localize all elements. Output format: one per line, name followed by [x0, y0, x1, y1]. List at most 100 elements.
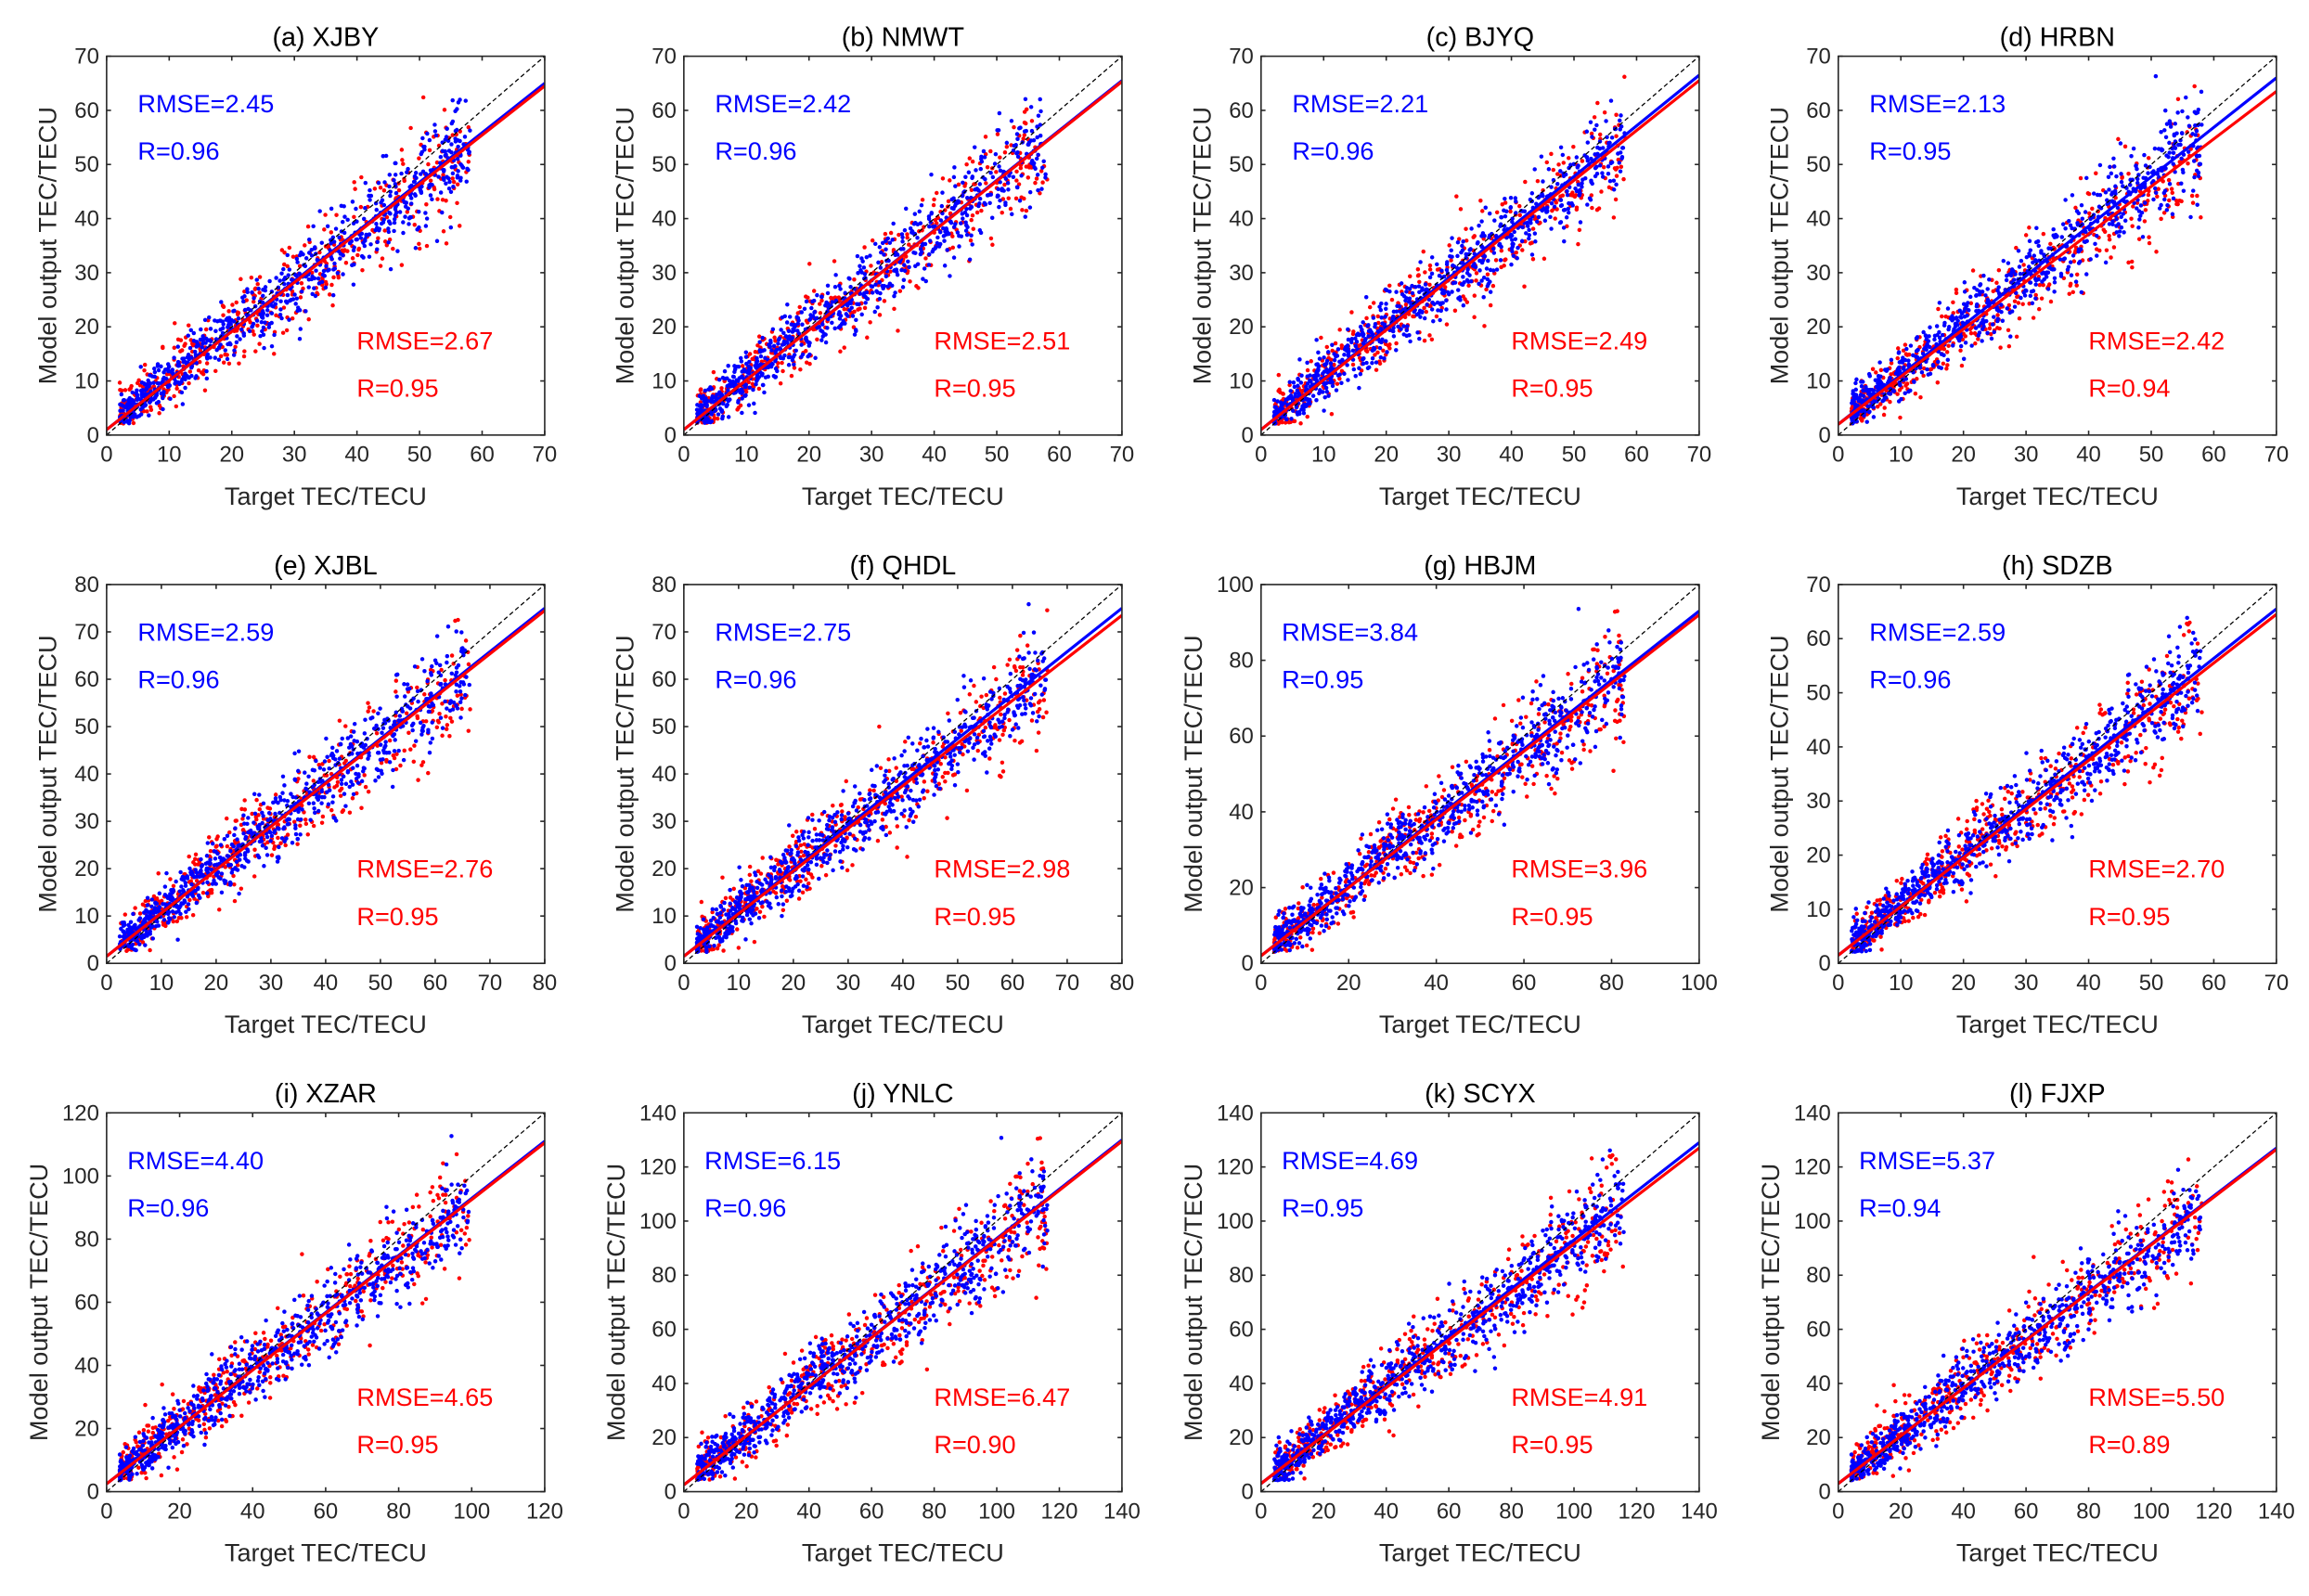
blue-point: [2050, 267, 2055, 272]
blue-point: [964, 232, 970, 238]
blue-point: [2036, 243, 2041, 249]
blue-point: [399, 171, 404, 176]
blue-point: [1927, 344, 1932, 350]
blue-point: [1958, 343, 1964, 349]
blue-point: [1327, 380, 1333, 385]
blue-point: [1003, 176, 1009, 181]
blue-point: [417, 225, 421, 230]
blue-point: [902, 268, 908, 274]
red-point: [378, 185, 383, 190]
x-tick-label: 0: [1255, 443, 1267, 468]
x-tick-label: 30: [859, 443, 884, 468]
blue-point: [351, 248, 356, 253]
blue-point: [1485, 277, 1490, 282]
blue-point: [1595, 145, 1600, 150]
red-point: [971, 226, 976, 231]
blue-point: [213, 328, 218, 333]
blue-point: [1967, 308, 1971, 313]
blue-point: [1444, 298, 1449, 302]
blue-point: [319, 240, 324, 245]
blue-point: [368, 187, 372, 193]
blue-point: [1963, 341, 1968, 345]
blue-point: [2159, 202, 2163, 208]
blue-point: [884, 247, 888, 251]
red-point: [343, 261, 349, 265]
blue-point: [963, 228, 969, 233]
blue-point: [1439, 268, 1444, 273]
blue-point: [1524, 231, 1529, 236]
blue-point: [1529, 221, 1533, 225]
red-point: [1008, 206, 1013, 212]
blue-point: [309, 247, 314, 252]
red-point: [441, 173, 445, 177]
blue-point: [1315, 362, 1320, 367]
red-point: [317, 250, 322, 255]
blue-point: [981, 148, 987, 154]
blue-point: [2142, 152, 2147, 158]
blue-point: [1593, 165, 1598, 171]
blue-point: [317, 209, 322, 213]
red-point: [1951, 300, 1955, 305]
blue-point: [2084, 238, 2089, 244]
red-point: [226, 309, 231, 314]
blue-point: [775, 368, 780, 374]
blue-point: [721, 401, 726, 406]
red-point: [2136, 237, 2142, 241]
blue-point: [911, 251, 916, 255]
blue-point: [763, 355, 768, 361]
blue-point: [2030, 301, 2035, 306]
blue-point: [263, 285, 268, 290]
blue-point: [1486, 281, 1491, 287]
red-point: [380, 256, 385, 261]
blue-point: [1514, 211, 1518, 215]
blue-point: [1580, 181, 1584, 186]
red-point: [1428, 303, 1433, 309]
red-fit-line: [683, 80, 1122, 431]
blue-point: [188, 328, 194, 333]
red-point: [359, 174, 364, 180]
blue-point: [1562, 238, 1567, 244]
blue-point: [1619, 113, 1623, 118]
red-point: [1904, 381, 1910, 386]
blue-point: [880, 283, 884, 289]
red-point: [1535, 178, 1541, 184]
blue-point: [2157, 206, 2162, 211]
blue-point: [892, 293, 897, 299]
blue-point: [923, 278, 928, 284]
blue-point: [940, 190, 945, 195]
y-tick-label: 10: [74, 369, 99, 394]
blue-point: [1407, 296, 1412, 301]
red-point: [935, 221, 939, 225]
blue-point: [122, 398, 127, 403]
blue-point: [1590, 181, 1594, 187]
blue-point: [368, 198, 372, 202]
blue-point: [1015, 154, 1021, 160]
blue-point: [440, 210, 445, 215]
red-point: [1478, 199, 1483, 203]
red-point: [1367, 304, 1373, 310]
red-point: [1387, 283, 1392, 289]
blue-point: [1342, 353, 1347, 357]
blue-point: [151, 367, 157, 371]
blue-point: [1947, 325, 1952, 329]
red-point: [1875, 405, 1880, 409]
blue-point: [350, 200, 355, 204]
red-point: [865, 335, 870, 341]
blue-point: [762, 390, 767, 395]
red-point: [444, 199, 448, 203]
red-point: [798, 367, 803, 372]
blue-point: [2039, 251, 2044, 255]
blue-point: [1957, 338, 1962, 343]
blue-point: [1334, 388, 1339, 393]
x-tick-label: 20: [1374, 443, 1399, 468]
blue-point: [403, 214, 407, 219]
red-point: [1394, 341, 1399, 346]
red-point: [1292, 418, 1297, 424]
blue-point: [1861, 407, 1865, 413]
blue-point: [446, 176, 451, 181]
y-tick-label: 70: [651, 45, 677, 70]
blue-point: [341, 252, 345, 258]
blue-point: [464, 179, 469, 184]
blue-point: [1606, 164, 1611, 169]
blue-point: [1014, 132, 1020, 136]
